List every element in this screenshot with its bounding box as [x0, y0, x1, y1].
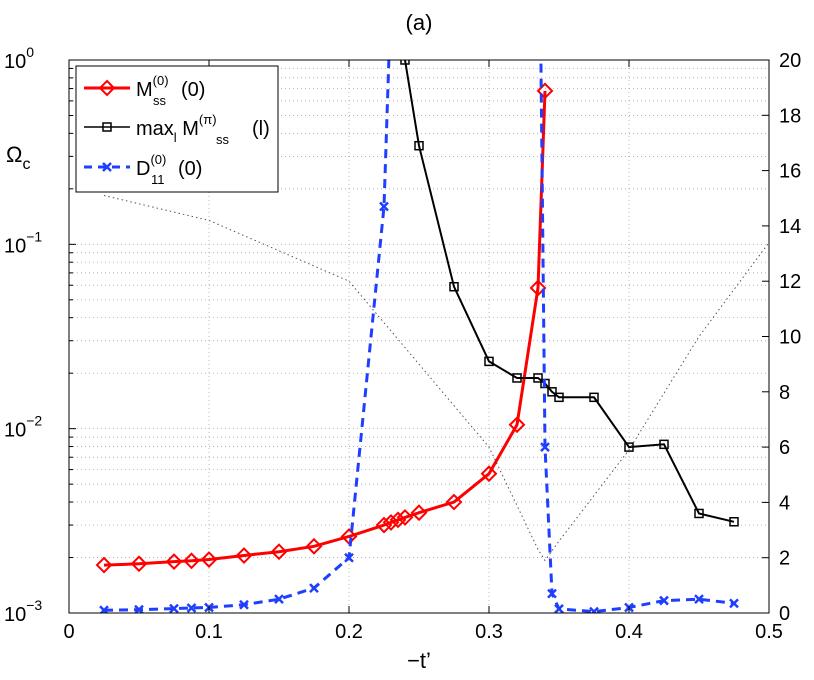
data-point-square	[484, 356, 494, 367]
x-marker-icon	[102, 162, 112, 172]
data-point-diamond	[480, 465, 498, 483]
data-point-diamond	[165, 553, 183, 571]
data-point-diamond	[235, 547, 253, 564]
data-point-x	[169, 603, 179, 613]
data-point-x	[547, 588, 557, 599]
y-left-tick-label: 10−3	[4, 597, 42, 626]
data-point-x	[540, 442, 550, 452]
data-point-diamond	[200, 551, 218, 568]
legend-label-maxl: maxl M(π)ss (l)	[136, 112, 270, 147]
data-point-diamond	[529, 279, 547, 297]
legend-label-d11: D(0) 11 (0)	[136, 152, 202, 187]
legend-entry-mss0: M(0) ss (0)	[84, 73, 205, 108]
data-point-diamond	[270, 543, 288, 561]
data-point-diamond	[375, 516, 393, 534]
data-point-x	[274, 594, 284, 605]
y-axis-label-sub: c	[22, 156, 30, 173]
series-layer	[95, 60, 769, 613]
data-point-x	[379, 201, 389, 212]
data-point-square	[512, 373, 522, 383]
y-left-tick-label: 10−2	[4, 413, 42, 442]
data-point-square	[533, 373, 543, 383]
legend: M(0) ss (0) maxl M(π)ss (l) D(0) 11 (0)	[75, 65, 279, 193]
y-left-tick-label: 10−1	[4, 228, 42, 257]
data-point-x	[344, 552, 354, 563]
y-right-tick-label: 6	[779, 437, 790, 459]
ticks: 0 0.1 0.2 0.3 0.4 0.5 100 10−1 10−2 10−3 0 2 4 6 8 10 12…	[4, 44, 801, 643]
x-tick-label: 0.4	[615, 621, 643, 643]
legend-entry-maxl: maxl M(π)ss (l)	[84, 112, 270, 147]
y-right-tick-label: 20	[779, 50, 801, 72]
x-tick-label: 0.2	[335, 621, 363, 643]
x-tick-label: 0.3	[475, 621, 503, 643]
data-point-x	[694, 594, 704, 605]
y-right-tick-label: 18	[779, 105, 801, 127]
y-right-tick-label: 2	[779, 548, 790, 570]
legend-entry-d11: D(0) 11 (0)	[84, 152, 202, 187]
data-point-diamond	[130, 555, 148, 573]
data-point-square	[400, 60, 410, 65]
square-marker-icon	[102, 122, 112, 132]
data-point-x	[186, 603, 197, 613]
data-point-x	[134, 604, 144, 613]
x-tick-label: 0	[63, 621, 74, 643]
data-point-diamond	[305, 537, 323, 555]
data-point-diamond	[445, 493, 463, 511]
chart-title: (a)	[406, 10, 433, 35]
legend-label-mss0: M(0) ss (0)	[136, 73, 205, 108]
data-point-diamond	[183, 552, 200, 570]
y-axis-label: Ωc	[6, 142, 30, 173]
data-point-diamond	[382, 514, 400, 531]
data-point-diamond	[389, 511, 407, 529]
data-point-square	[624, 442, 634, 452]
y-axis-label-main: Ω	[6, 142, 22, 167]
data-point-x	[729, 598, 739, 609]
data-point-square	[589, 392, 599, 403]
data-point-square	[729, 517, 739, 527]
x-axis-label: −t’	[407, 648, 431, 673]
x-tick-label: 0.5	[755, 621, 783, 643]
data-point-square	[449, 281, 459, 292]
data-point-x	[589, 606, 599, 613]
y-right-tick-label: 16	[779, 161, 801, 183]
data-point-diamond	[536, 82, 554, 100]
series-line-0	[103, 90, 547, 567]
data-point-x	[554, 603, 564, 613]
data-point-x	[659, 595, 669, 606]
diamond-marker-icon	[98, 79, 116, 97]
y-right-tick-label: 8	[779, 382, 790, 404]
series-line-2	[103, 60, 735, 613]
data-point-diamond	[410, 504, 428, 522]
x-tick-label: 0.1	[195, 621, 223, 643]
data-point-x	[239, 599, 249, 610]
y-right-tick-label: 14	[779, 216, 801, 238]
data-point-square	[414, 140, 424, 151]
y-right-tick-label: 4	[779, 492, 790, 514]
y-left-tick-label: 100	[4, 44, 34, 73]
data-point-square	[547, 387, 557, 397]
y-right-tick-label: 12	[779, 271, 801, 293]
y-right-tick-label: 0	[779, 603, 790, 625]
data-point-square	[694, 508, 704, 519]
data-point-diamond	[508, 416, 526, 434]
data-point-x	[309, 583, 319, 593]
data-point-square	[554, 392, 564, 403]
data-point-square	[659, 439, 669, 450]
data-point-diamond	[95, 556, 113, 574]
y-right-tick-label: 10	[779, 327, 801, 349]
data-point-diamond	[396, 509, 414, 526]
